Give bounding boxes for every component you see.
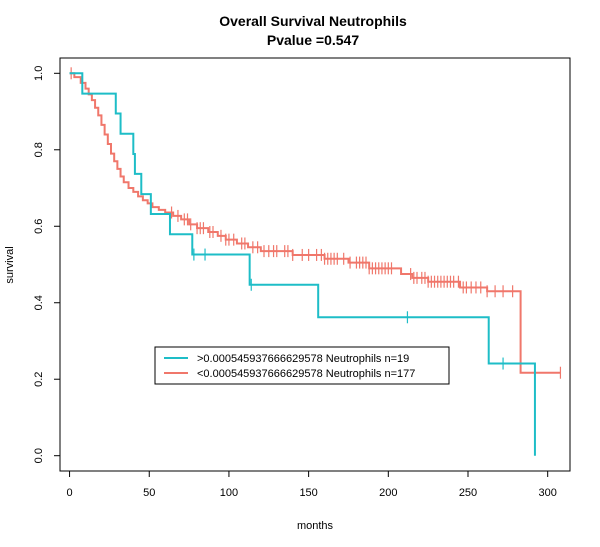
plot-area [69,67,562,456]
y-tick-label: 1.0 [33,66,45,81]
legend-entry-low: <0.000545937666629578 Neutrophils n=177 [197,368,415,380]
x-tick-label: 50 [143,487,155,499]
legend: >0.000545937666629578 Neutrophils n=19 <… [154,346,450,385]
legend-entry-high: >0.000545937666629578 Neutrophils n=19 [197,353,409,365]
y-tick-label: 0.2 [33,372,45,387]
chart-title: Overall Survival Neutrophils [219,13,407,29]
x-axis-label: months [297,520,334,532]
survival-curve-low [69,72,561,374]
y-axis-label: survival [4,246,16,283]
x-tick-label: 150 [299,487,317,499]
chart-subtitle: Pvalue =0.547 [267,32,359,48]
y-tick-label: 0.4 [33,295,45,310]
x-tick-label: 250 [459,487,477,499]
legend-box [154,346,450,385]
x-tick-label: 300 [539,487,557,499]
x-tick-label: 200 [379,487,397,499]
survival-curve-high [69,72,536,456]
y-tick-label: 0.0 [33,448,45,463]
x-axis: 0 50 100 150 200 250 300 [67,470,557,499]
y-tick-label: 0.8 [33,142,45,157]
y-tick-label: 0.6 [33,219,45,234]
x-tick-label: 0 [67,487,73,499]
y-axis: 0.0 0.2 0.4 0.6 0.8 1.0 [33,66,61,463]
x-tick-label: 100 [220,487,238,499]
